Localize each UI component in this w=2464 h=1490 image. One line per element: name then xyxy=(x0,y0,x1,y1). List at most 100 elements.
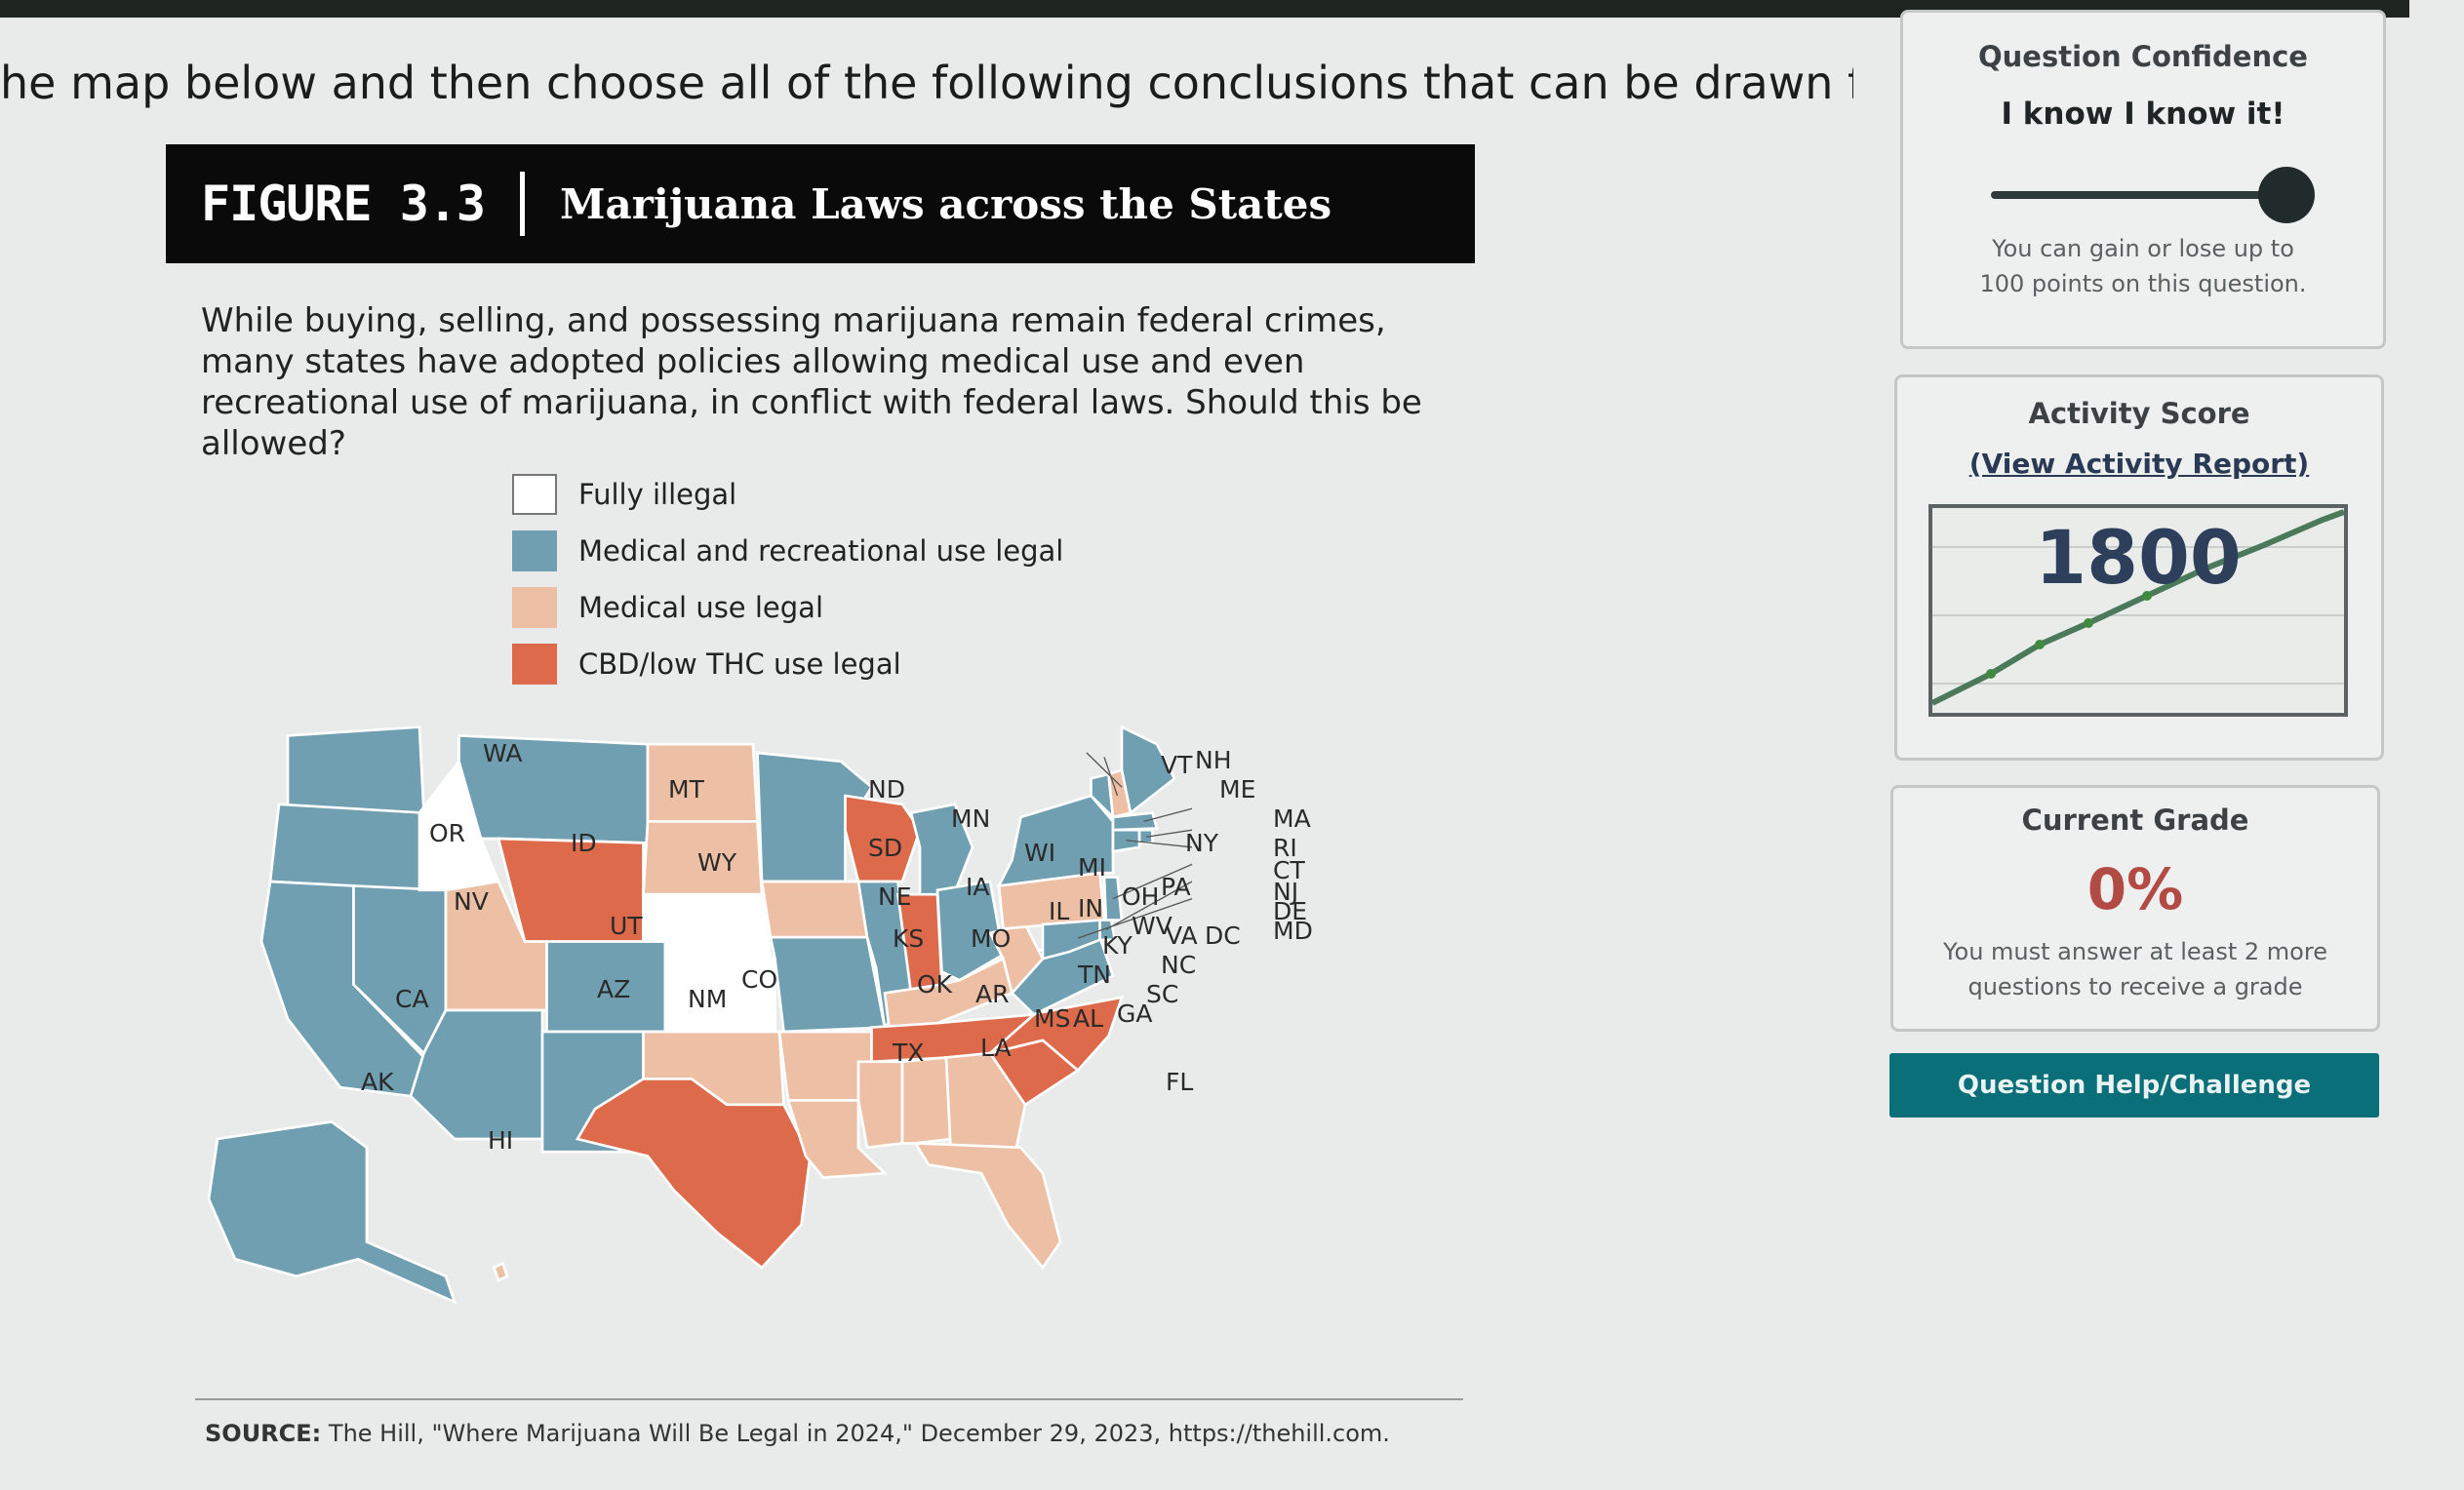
state-label-mo: MO xyxy=(971,924,1011,953)
state-label-ne: NE xyxy=(878,882,912,911)
state-ms xyxy=(856,1060,904,1150)
legend-item-cbd: CBD/low THC use legal xyxy=(512,636,1063,692)
state-label-co: CO xyxy=(741,965,777,994)
figure-description: While buying, selling, and possessing ma… xyxy=(201,301,1422,463)
state-label-in: IN xyxy=(1078,894,1103,922)
state-label-ct: CT xyxy=(1273,856,1305,884)
figure-number: FIGURE 3.3 xyxy=(201,176,486,232)
legend-swatch xyxy=(512,530,557,571)
state-label-ar: AR xyxy=(975,980,1009,1008)
leader-line xyxy=(1143,807,1193,823)
state-label-wi: WI xyxy=(1024,839,1055,867)
state-label-wa: WA xyxy=(483,739,522,767)
state-label-va: VA xyxy=(1166,921,1198,950)
confidence-slider[interactable] xyxy=(1991,167,2315,225)
source-text: The Hill, "Where Marijuana Will Be Legal… xyxy=(328,1420,1390,1447)
figure-source: SOURCE: The Hill, "Where Marijuana Will … xyxy=(205,1420,1473,1447)
activity-score-box: 1800 xyxy=(1928,504,2348,717)
state-tx xyxy=(575,1078,812,1270)
question-confidence-panel: Question Confidence I know I know it! Yo… xyxy=(1900,10,2386,349)
state-label-or: OR xyxy=(429,819,465,847)
state-label-hi: HI xyxy=(488,1126,513,1155)
legend-item-medical: Medical use legal xyxy=(512,579,1063,636)
state-label-mt: MT xyxy=(668,775,705,804)
map-legend: Fully illegal Medical and recreational u… xyxy=(512,466,1063,692)
confidence-slider-track[interactable] xyxy=(1991,191,2284,199)
activity-title: Activity Score xyxy=(2028,397,2250,430)
state-hi xyxy=(492,1261,509,1283)
state-oh xyxy=(935,880,1005,982)
question-help-challenge-button[interactable]: Question Help/Challenge xyxy=(1889,1053,2379,1118)
source-prefix: SOURCE: xyxy=(205,1420,322,1447)
state-label-id: ID xyxy=(571,829,597,857)
state-label-ma: MA xyxy=(1273,804,1311,833)
state-label-vt: VT xyxy=(1161,751,1193,779)
state-label-ok: OK xyxy=(917,970,953,999)
state-al xyxy=(900,1055,952,1145)
top-bar xyxy=(0,0,2409,18)
current-grade-panel: Current Grade 0% You must answer at leas… xyxy=(1890,785,2380,1032)
state-label-ia: IA xyxy=(966,873,989,901)
figure-header: FIGURE 3.3 Marijuana Laws across the Sta… xyxy=(166,144,1475,263)
grade-note-line1: You must answer at least 2 more xyxy=(1943,938,2327,965)
state-label-wy: WY xyxy=(697,848,737,877)
leader-line xyxy=(1105,881,1193,930)
state-label-de: DE xyxy=(1273,897,1307,925)
confidence-note: You can gain or lose up to 100 points on… xyxy=(1903,231,2383,301)
activity-score-value: 1800 xyxy=(2035,514,2242,601)
state-label-oh: OH xyxy=(1122,882,1159,911)
state-label-tx: TX xyxy=(892,1039,924,1067)
state-ak xyxy=(207,1120,457,1305)
state-ia xyxy=(760,880,869,939)
grade-note-line2: questions to receive a grade xyxy=(1967,973,2303,1000)
legend-swatch xyxy=(512,474,557,515)
leader-line xyxy=(1126,840,1193,848)
leader-line xyxy=(1086,752,1123,788)
legend-swatch xyxy=(512,644,557,685)
state-label-la: LA xyxy=(980,1034,1012,1062)
confidence-level-label: I know I know it! xyxy=(2001,97,2285,132)
state-label-ky: KY xyxy=(1102,931,1133,960)
state-label-ca: CA xyxy=(395,985,429,1013)
legend-label: CBD/low THC use legal xyxy=(578,647,901,681)
state-label-al: AL xyxy=(1073,1004,1103,1033)
figure-rule xyxy=(195,1398,1463,1400)
leader-line xyxy=(1146,829,1193,838)
state-label-nd: ND xyxy=(868,775,905,804)
leader-line xyxy=(1103,757,1119,797)
state-label-ga: GA xyxy=(1117,1000,1152,1028)
confidence-note-line2: 100 points on this question. xyxy=(1979,270,2307,297)
us-map: WA OR CA NV ID MT WY UT AZ CO NM ND SD NE KS OK TX MN IA MO… xyxy=(166,690,1475,1353)
figure-title: Marijuana Laws across the States xyxy=(560,179,1332,228)
confidence-slider-handle[interactable] xyxy=(2258,167,2315,223)
state-label-sd: SD xyxy=(868,834,902,862)
state-label-sc: SC xyxy=(1146,980,1178,1008)
state-label-ut: UT xyxy=(610,912,643,940)
state-me xyxy=(1120,725,1176,815)
legend-item-recreational: Medical and recreational use legal xyxy=(512,523,1063,579)
state-label-md: MD xyxy=(1273,917,1313,945)
state-md xyxy=(1041,919,1101,961)
view-activity-report-link[interactable]: (View Activity Report) xyxy=(1968,448,2310,480)
activity-score-panel: Activity Score (View Activity Report) 18… xyxy=(1894,374,2384,761)
state-fl xyxy=(913,1141,1062,1271)
state-label-az: AZ xyxy=(597,975,630,1003)
state-label-nv: NV xyxy=(454,887,489,916)
state-label-me: ME xyxy=(1219,775,1255,804)
state-label-mn: MN xyxy=(951,804,990,833)
state-label-ms: MS xyxy=(1034,1004,1070,1033)
state-label-mi: MI xyxy=(1078,853,1106,882)
state-label-nm: NM xyxy=(688,985,727,1013)
state-label-nc: NC xyxy=(1161,951,1196,979)
us-map-svg: WA OR CA NV ID MT WY UT AZ CO NM ND SD NE KS OK TX MN IA MO… xyxy=(207,725,1313,1305)
state-wa xyxy=(286,725,425,814)
question-instruction: he map below and then choose all of the … xyxy=(0,57,1853,109)
state-label-pa: PA xyxy=(1161,873,1191,901)
state-label-tn: TN xyxy=(1077,961,1111,989)
leader-line xyxy=(1112,863,1193,900)
state-label-wv: WV xyxy=(1132,912,1172,940)
grade-value: 0% xyxy=(2086,856,2184,922)
state-or xyxy=(268,803,425,892)
legend-label: Fully illegal xyxy=(578,478,737,511)
state-label-nj: NJ xyxy=(1273,878,1298,906)
